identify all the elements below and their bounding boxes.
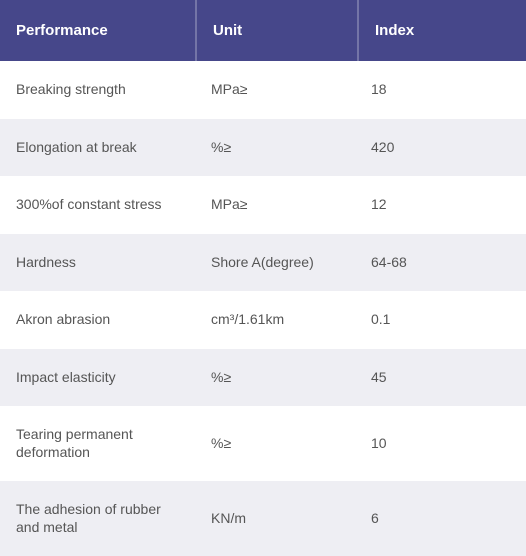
cell-unit: %≥ — [195, 119, 355, 177]
col-header-index: Index — [359, 0, 526, 61]
cell-unit: KN/m — [195, 490, 355, 548]
table-row: The adhesion of rubber and metal KN/m 6 — [0, 481, 526, 556]
col-header-performance: Performance — [0, 0, 195, 61]
cell-index: 18 — [355, 61, 526, 119]
cell-index: 6 — [355, 490, 526, 548]
table-header-row: Performance Unit Index — [0, 0, 526, 61]
cell-unit: MPa≥ — [195, 176, 355, 234]
cell-index: 0.1 — [355, 291, 526, 349]
table-row: Hardness Shore A(degree) 64-68 — [0, 234, 526, 292]
cell-unit: MPa≥ — [195, 61, 355, 119]
cell-index: 420 — [355, 119, 526, 177]
table-row: Impact elasticity %≥ 45 — [0, 349, 526, 407]
cell-unit: cm³/1.61km — [195, 291, 355, 349]
cell-index: 12 — [355, 176, 526, 234]
cell-performance: Akron abrasion — [0, 291, 195, 349]
table-row: Tearing permanent deformation %≥ 10 — [0, 406, 526, 481]
cell-performance: 300%of constant stress — [0, 176, 195, 234]
cell-index: 10 — [355, 415, 526, 473]
cell-performance: The adhesion of rubber and metal — [0, 481, 195, 556]
cell-index: 45 — [355, 349, 526, 407]
table-row: 300%of constant stress MPa≥ 12 — [0, 176, 526, 234]
spec-table: Performance Unit Index Breaking strength… — [0, 0, 526, 556]
cell-unit: %≥ — [195, 349, 355, 407]
cell-performance: Elongation at break — [0, 119, 195, 177]
cell-index: 64-68 — [355, 234, 526, 292]
cell-performance: Tearing permanent deformation — [0, 406, 195, 481]
table-row: Breaking strength MPa≥ 18 — [0, 61, 526, 119]
table-row: Elongation at break %≥ 420 — [0, 119, 526, 177]
cell-unit: %≥ — [195, 415, 355, 473]
table-row: Akron abrasion cm³/1.61km 0.1 — [0, 291, 526, 349]
col-header-unit: Unit — [197, 0, 357, 61]
cell-performance: Hardness — [0, 234, 195, 292]
cell-performance: Breaking strength — [0, 61, 195, 119]
cell-unit: Shore A(degree) — [195, 234, 355, 292]
cell-performance: Impact elasticity — [0, 349, 195, 407]
